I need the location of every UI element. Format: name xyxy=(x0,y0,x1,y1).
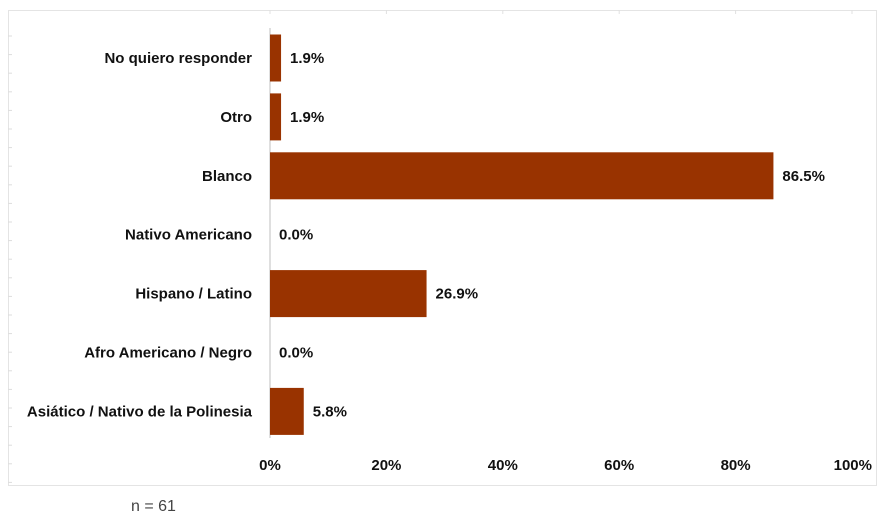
chart-area xyxy=(8,10,877,486)
x-tick-label: 20% xyxy=(371,457,401,474)
value-label: 0.0% xyxy=(279,227,313,244)
value-label: 1.9% xyxy=(290,109,324,126)
frame-ticks xyxy=(8,10,853,483)
bar xyxy=(270,387,304,435)
x-tick-label: 60% xyxy=(604,457,634,474)
category-label: No quiero responder xyxy=(104,50,252,67)
bar xyxy=(270,34,282,82)
category-label: Afro Americano / Negro xyxy=(84,345,252,362)
sample-size-note: n = 61 xyxy=(131,498,176,515)
bar xyxy=(270,93,282,141)
bar xyxy=(270,270,427,318)
category-label: Otro xyxy=(220,109,252,126)
category-label: Asiático / Nativo de la Polinesia xyxy=(27,403,253,420)
category-label: Hispano / Latino xyxy=(135,286,252,303)
value-label: 86.5% xyxy=(782,168,825,185)
value-label: 26.9% xyxy=(436,286,479,303)
value-label: 0.0% xyxy=(279,345,313,362)
x-tick-label: 80% xyxy=(721,457,751,474)
value-label: 1.9% xyxy=(290,50,324,67)
category-label: Nativo Americano xyxy=(125,227,252,244)
bar xyxy=(270,152,774,200)
x-tick-label: 100% xyxy=(834,457,872,474)
x-tick-label: 0% xyxy=(259,457,281,474)
x-tick-label: 40% xyxy=(488,457,518,474)
value-label: 5.8% xyxy=(313,403,347,420)
category-label: Blanco xyxy=(202,168,252,185)
